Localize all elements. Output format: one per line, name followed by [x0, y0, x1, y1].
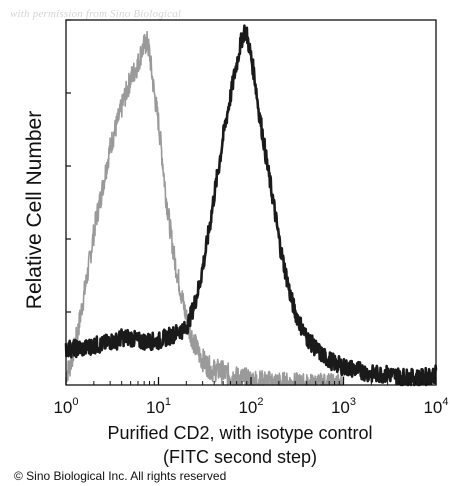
x-axis-label-line1: Purified CD2, with isotype control	[107, 423, 373, 443]
series-layer	[64, 24, 438, 387]
x-tick-label: 104	[423, 396, 448, 417]
x-tick-label: 100	[53, 396, 78, 417]
axes-layer: 100 101 102 103 104	[53, 19, 449, 417]
y-axis-label: Relative Cell Number	[23, 110, 46, 310]
watermark-text: with permission from Sino Biological	[10, 8, 182, 20]
copyright-notice: © Sino Biological Inc. All rights reserv…	[14, 469, 227, 483]
x-axis-label-line2: (FITC second step)	[162, 447, 318, 467]
series-2-line	[64, 24, 438, 387]
x-tick-label: 101	[146, 396, 171, 417]
x-tick-label: 102	[238, 396, 263, 417]
x-tick-label: 103	[331, 396, 356, 417]
series-1-line	[65, 30, 345, 386]
